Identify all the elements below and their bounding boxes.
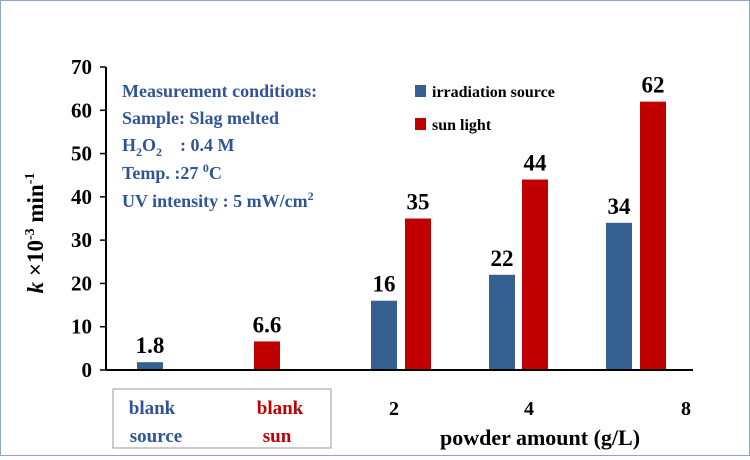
y-ticks: 0 10 20 30 40 50 60 70 xyxy=(71,55,106,382)
legend-swatch-sun xyxy=(415,118,426,130)
y-tick-label: 70 xyxy=(71,55,92,79)
y-tick-label: 10 xyxy=(71,315,92,339)
xtick-blank-sun-line1: blank xyxy=(257,398,304,419)
xtick-4: 4 xyxy=(524,398,534,420)
conditions-sample: Sample: Slag melted xyxy=(122,108,279,128)
y-tick-label: 20 xyxy=(71,271,92,295)
bar-value-label: 1.8 xyxy=(136,333,165,358)
xtick-blank-sun-line2: sun xyxy=(263,426,292,447)
bar-value-labels: 1.8 6.6 16 35 22 44 34 62 xyxy=(136,73,665,359)
conditions-h2o2: H2O2 : 0.4 M xyxy=(122,135,235,159)
xtick-2: 2 xyxy=(389,398,399,420)
legend-label-sun: sun light xyxy=(432,117,492,134)
y-axis-label: k ×10-3 min-1 xyxy=(23,173,48,294)
bar-irradiation-2 xyxy=(371,300,397,370)
bar-value-label: 35 xyxy=(407,190,430,215)
legend-label-irradiation: irradiation source xyxy=(432,84,555,101)
conditions-block: Measurement conditions: Sample: Slag mel… xyxy=(122,81,317,211)
bar-irradiation-blank-source xyxy=(137,362,163,370)
x-axis-label: powder amount (g/L) xyxy=(440,425,640,450)
bar-value-label: 34 xyxy=(608,194,632,219)
bar-value-label: 44 xyxy=(524,151,548,176)
conditions-uv: UV intensity : 5 mW/cm2 xyxy=(122,189,314,211)
blank-category-box xyxy=(112,388,332,449)
bar-irradiation-4 xyxy=(489,274,515,370)
bar-value-label: 6.6 xyxy=(253,312,282,337)
xtick-blank-source-line2: source xyxy=(130,426,182,447)
y-tick-label: 40 xyxy=(71,185,92,209)
xtick-8: 8 xyxy=(681,398,691,420)
bar-irradiation-8 xyxy=(606,222,632,370)
bar-sun-2 xyxy=(405,218,431,370)
bar-sun-4 xyxy=(522,179,548,370)
conditions-temp: Temp. :27 0C xyxy=(122,161,222,183)
y-tick-label: 50 xyxy=(71,142,92,166)
y-tick-label: 60 xyxy=(71,98,92,122)
legend-swatch-irradiation xyxy=(415,85,426,97)
bar-value-label: 22 xyxy=(491,246,514,271)
bar-value-label: 16 xyxy=(373,272,396,297)
bar-value-label: 62 xyxy=(642,73,665,98)
bar-sun-blank-sun xyxy=(254,341,280,370)
y-tick-label: 30 xyxy=(71,228,92,252)
bar-sun-8 xyxy=(640,101,666,370)
legend: irradiation source sun light xyxy=(415,84,555,134)
bars xyxy=(137,101,666,370)
y-tick-label: 0 xyxy=(82,358,93,382)
xtick-blank-source-line1: blank xyxy=(129,398,176,419)
conditions-title: Measurement conditions: xyxy=(122,81,317,101)
